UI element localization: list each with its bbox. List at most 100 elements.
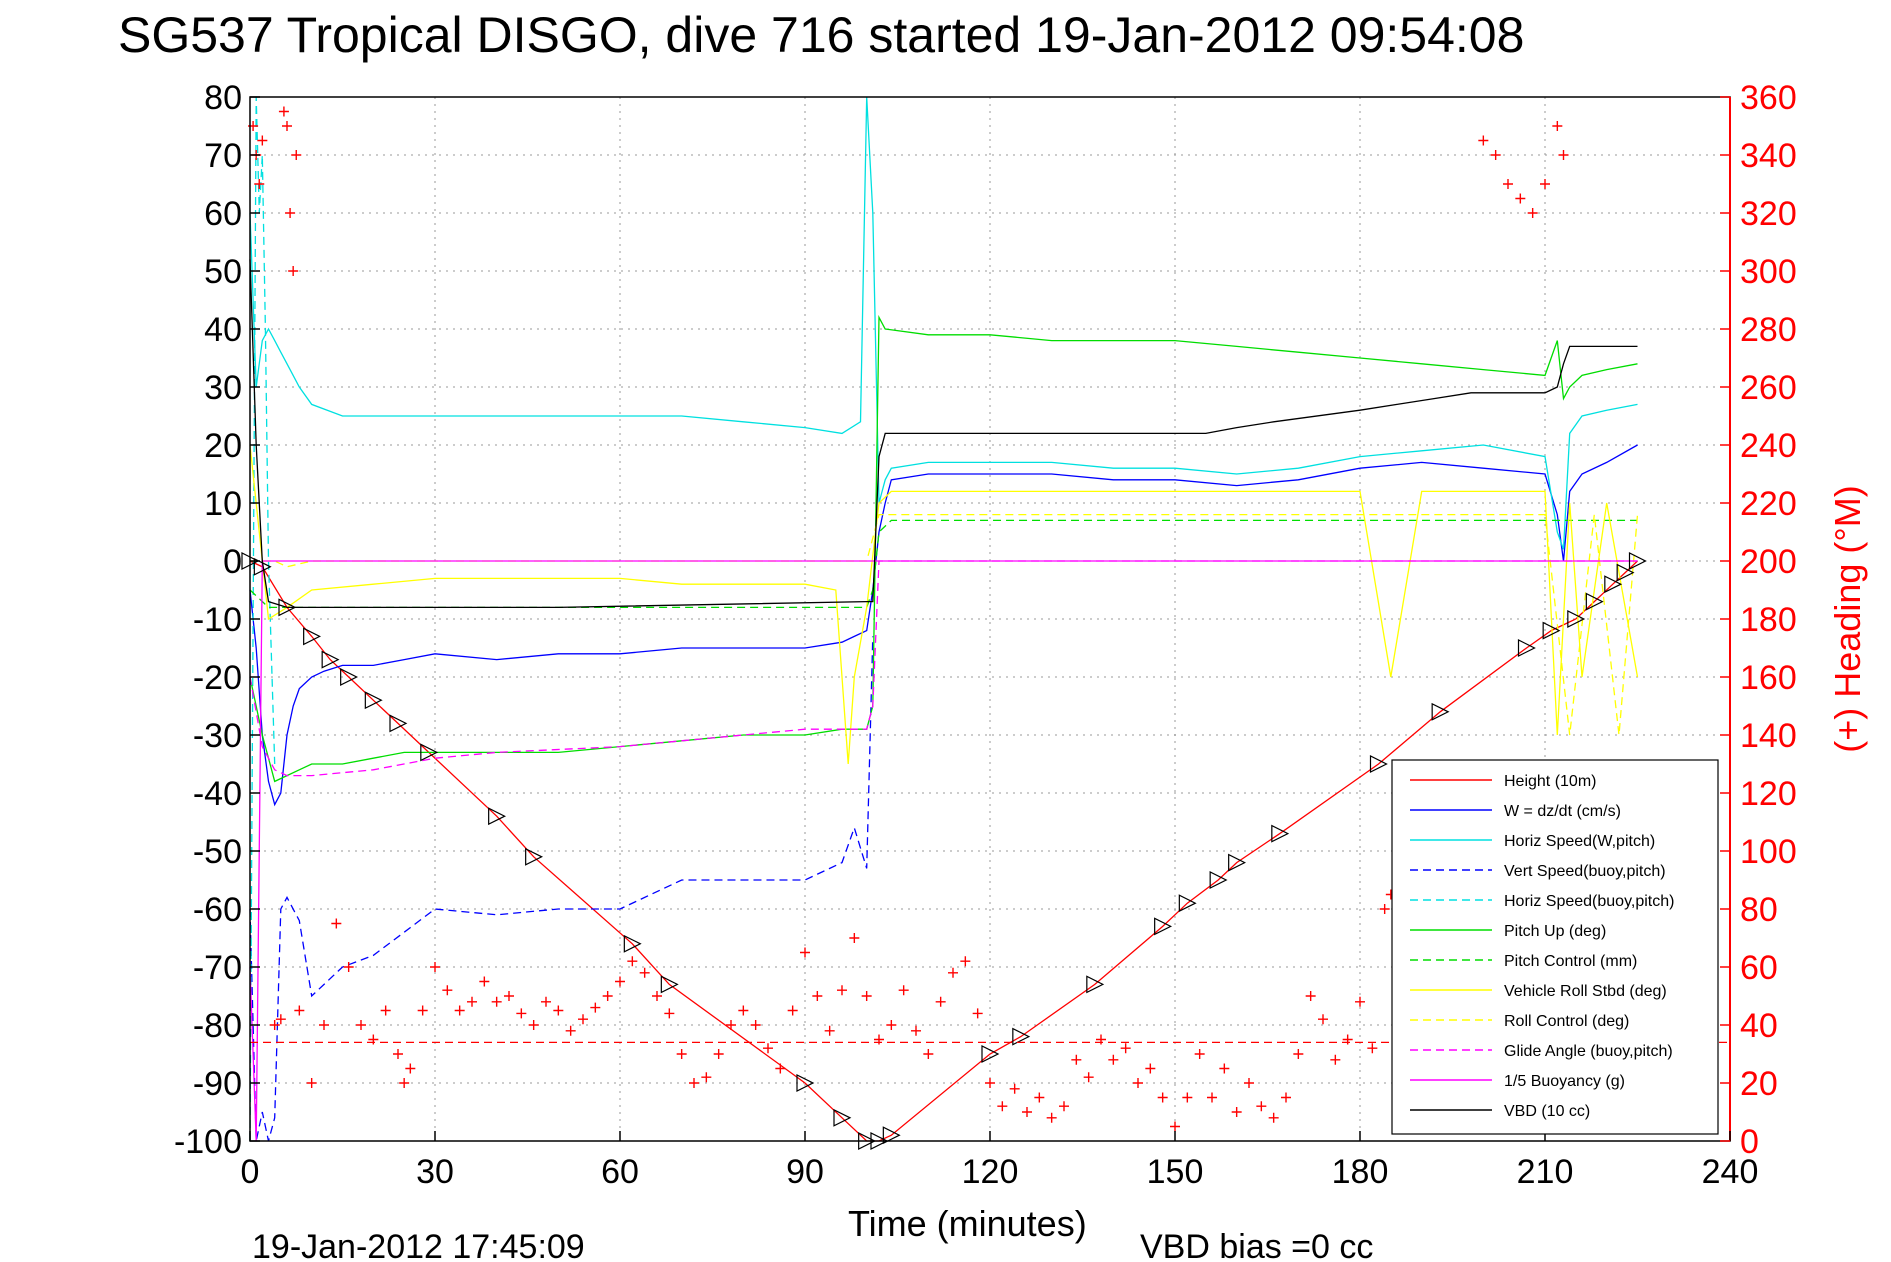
legend-label: Pitch Control (mm) (1504, 953, 1637, 970)
y2-tick-label: 40 (1740, 1007, 1778, 1045)
legend-label: VBD (10 cc) (1504, 1103, 1590, 1120)
heading-point (590, 1002, 601, 1013)
x-tick-label: 240 (1702, 1153, 1759, 1191)
heading-point (997, 1101, 1008, 1112)
heading-point (676, 1049, 687, 1059)
x-tick-label: 210 (1517, 1153, 1574, 1191)
heading-point (553, 1005, 564, 1016)
y-tick-label: -40 (193, 775, 242, 813)
legend-label: Height (10m) (1504, 773, 1596, 790)
legend-label: Roll Control (deg) (1504, 1013, 1629, 1030)
heading-point (1281, 1092, 1291, 1103)
heading-point (824, 1025, 835, 1036)
heading-point (1244, 1078, 1254, 1088)
heading-point (442, 985, 453, 996)
y2-tick-label: 240 (1740, 427, 1797, 465)
heading-point (886, 1020, 897, 1030)
heading-point (291, 150, 302, 160)
heading-point (565, 1025, 576, 1036)
y2-tick-label: 200 (1740, 543, 1797, 581)
chart-title: SG537 Tropical DISGO, dive 716 started 1… (118, 7, 1524, 63)
heading-point (405, 1063, 416, 1074)
heading-point (285, 208, 296, 218)
height-marker (1431, 702, 1450, 721)
y-tick-label: -90 (193, 1065, 242, 1103)
heading-point (254, 179, 265, 189)
heading-point (738, 1005, 749, 1016)
legend-label: Pitch Up (deg) (1504, 923, 1606, 940)
heading-point (331, 918, 342, 929)
series-line-3 (249, 636, 874, 1142)
y-tick-label: -80 (193, 1007, 242, 1045)
heading-point (275, 1014, 286, 1025)
heading-point (948, 967, 958, 978)
x-axis: 0 30 60 90 120 150 180 210 240 (241, 1131, 1759, 1191)
height-marker (389, 714, 408, 733)
heading-point (985, 1078, 995, 1088)
height-marker (340, 668, 359, 686)
heading-point (1527, 208, 1538, 218)
heading-point (491, 996, 502, 1007)
heading-point (454, 1005, 465, 1016)
heading-point (849, 933, 860, 943)
heading-point (1318, 1014, 1328, 1025)
heading-point (516, 1008, 527, 1019)
heading-point (282, 121, 292, 131)
heading-point (1120, 1043, 1131, 1054)
y-tick-label: 20 (204, 427, 242, 465)
y2-tick-label: 180 (1740, 601, 1797, 639)
y-tick-label: 50 (204, 253, 242, 291)
height-marker (1542, 621, 1561, 640)
y2-tick-label: 160 (1740, 659, 1797, 697)
heading-markers (248, 106, 1569, 1132)
heading-point (399, 1078, 410, 1088)
heading-point (898, 985, 909, 996)
heading-point (750, 1020, 761, 1030)
series-line-1 (249, 444, 1638, 807)
height-marker (525, 847, 544, 866)
heading-point (1342, 1034, 1353, 1045)
heading-point (1268, 1112, 1279, 1123)
legend-label: Vehicle Roll Stbd (deg) (1504, 983, 1667, 1000)
heading-point (689, 1078, 699, 1088)
heading-point (1133, 1078, 1143, 1088)
y-tick-label: 40 (204, 311, 242, 349)
heading-point (393, 1049, 403, 1059)
heading-point (615, 976, 625, 987)
height-marker (1209, 871, 1228, 889)
height-marker (1585, 592, 1604, 611)
heading-point (1071, 1054, 1082, 1065)
y-axis-left: 80 70 60 50 40 30 20 10 0 -10 -20 -30 -40 -50 -60 -70 -8… (174, 79, 260, 1161)
heading-point (1256, 1101, 1267, 1112)
heading-point (430, 962, 440, 972)
height-marker (1628, 552, 1647, 570)
heading-point (368, 1034, 379, 1045)
height-marker (488, 807, 507, 826)
y2-tick-label: 320 (1740, 195, 1797, 233)
height-marker (364, 691, 383, 710)
y2-tick-label: 20 (1740, 1065, 1778, 1103)
heading-point (960, 956, 971, 967)
heading-point (1145, 1063, 1156, 1074)
heading-point (763, 1043, 773, 1054)
x-axis-label: Time (minutes) (848, 1203, 1087, 1244)
x-tick-label: 60 (601, 1153, 639, 1191)
height-marker (1604, 575, 1623, 594)
height-marker (1517, 639, 1536, 657)
x-tick-label: 0 (241, 1153, 260, 1191)
heading-point (294, 1005, 305, 1016)
heading-point (257, 135, 268, 146)
heading-point (1379, 904, 1390, 914)
heading-point (528, 1020, 539, 1030)
y2-tick-label: 120 (1740, 775, 1797, 813)
y-tick-label: 0 (223, 543, 242, 581)
height-marker (253, 557, 272, 576)
footer-timestamp: 19-Jan-2012 17:45:09 (252, 1228, 585, 1262)
heading-point (652, 991, 662, 1001)
heading-point (664, 1008, 675, 1019)
heading-point (1022, 1107, 1032, 1117)
y-tick-label: -60 (193, 891, 242, 929)
height-marker (1271, 824, 1290, 843)
series-line-9 (249, 560, 1638, 777)
heading-point (1207, 1092, 1217, 1103)
